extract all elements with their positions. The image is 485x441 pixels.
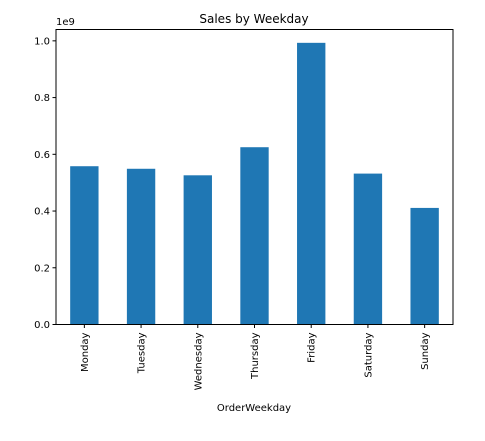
chart-title: Sales by Weekday xyxy=(199,12,308,26)
bar-monday xyxy=(70,166,99,325)
bar-sunday xyxy=(410,207,439,325)
y-tick-label: 1.0 xyxy=(34,36,50,47)
bar-friday xyxy=(297,42,326,325)
y-tick-label: 0.2 xyxy=(34,263,50,274)
axis-ticks: Monday Tuesday Wednesday Thursday Friday Satu… xyxy=(34,36,431,390)
x-tick-label: Friday xyxy=(307,332,318,362)
x-tick-label: Monday xyxy=(80,332,91,372)
x-tick-label: Wednesday xyxy=(193,332,204,390)
bar-thursday xyxy=(240,147,269,325)
bar-saturday xyxy=(353,173,383,325)
y-tick-label: 0.4 xyxy=(34,207,50,218)
x-tick-label: Sunday xyxy=(420,332,431,369)
x-tick-label: Tuesday xyxy=(137,332,148,374)
y-scale-label: 1e9 xyxy=(56,17,75,28)
bar-wednesday xyxy=(183,175,212,325)
x-axis-label: OrderWeekday xyxy=(217,403,291,414)
x-tick-label: Thursday xyxy=(250,332,261,380)
y-tick-label: 0.0 xyxy=(34,320,50,331)
plot-frame xyxy=(55,29,454,325)
y-tick-label: 0.8 xyxy=(34,93,50,104)
bar-tuesday xyxy=(126,168,156,325)
x-tick-label: Saturday xyxy=(363,332,374,377)
bars xyxy=(70,42,439,325)
y-tick-label: 0.6 xyxy=(34,150,50,161)
